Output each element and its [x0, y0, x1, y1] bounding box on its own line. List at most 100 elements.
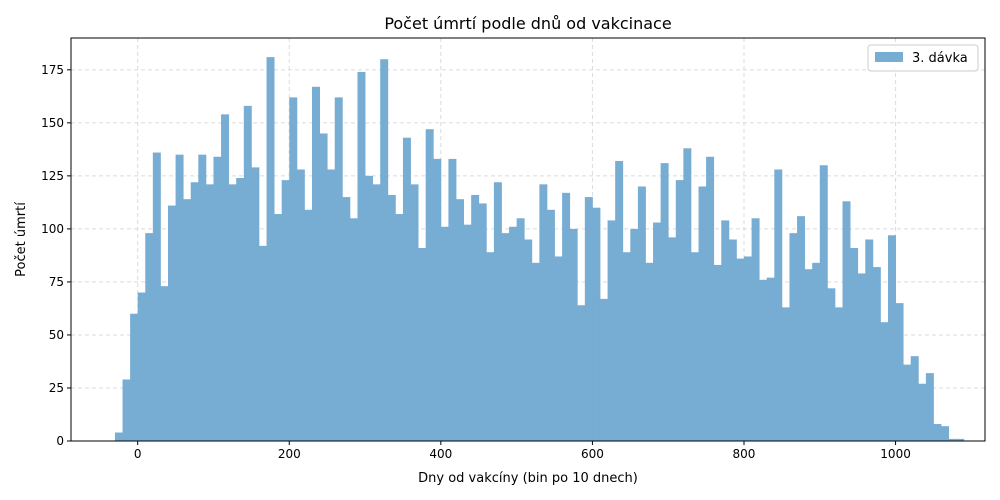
bar: [630, 228, 639, 441]
bar: [865, 239, 874, 441]
bar: [251, 167, 260, 441]
bar: [660, 163, 669, 442]
bar: [736, 258, 745, 441]
bar: [774, 169, 783, 442]
legend: 3. dávka: [867, 44, 979, 72]
bar: [486, 252, 495, 441]
bar: [114, 432, 123, 441]
y-tick-label: 75: [49, 275, 64, 289]
bar: [690, 252, 699, 441]
legend-swatch: [875, 52, 903, 62]
bar: [721, 220, 730, 441]
bar: [880, 322, 889, 441]
bar: [812, 262, 821, 441]
legend-label: 3. dávka: [912, 51, 968, 66]
bar: [463, 224, 472, 441]
bar: [910, 356, 919, 441]
bar: [213, 156, 222, 442]
bar: [599, 298, 608, 441]
y-tick-label: 175: [41, 63, 64, 77]
x-tick-label: 1000: [880, 447, 911, 461]
bar: [433, 158, 442, 441]
bar: [759, 279, 768, 441]
bar: [456, 199, 464, 441]
bar: [546, 209, 555, 441]
bar: [274, 214, 283, 441]
bar: [797, 216, 806, 441]
bar: [221, 114, 230, 441]
bar: [319, 133, 328, 441]
x-tick-label: 800: [733, 447, 756, 461]
bar: [887, 235, 896, 441]
bar: [781, 307, 790, 441]
bar: [289, 97, 298, 442]
bar: [842, 201, 851, 441]
bar: [122, 379, 131, 441]
bar: [478, 203, 487, 441]
bar: [304, 209, 313, 441]
bars: [114, 57, 965, 442]
bar: [751, 218, 760, 441]
bar: [425, 129, 434, 441]
y-tick-label: 100: [41, 222, 64, 236]
bar: [834, 307, 843, 441]
plot-frame: [70, 37, 986, 442]
y-axis: 0 25 50 75 100 125 150 175: [41, 63, 71, 448]
bar: [190, 182, 199, 442]
bar: [622, 252, 631, 441]
bar: [296, 169, 305, 442]
bar: [357, 71, 366, 442]
y-axis-label: Počet úmrtí: [14, 202, 29, 277]
chart-title: Počet úmrtí podle dnů od vakcinace: [384, 14, 671, 33]
bar: [554, 256, 563, 441]
y-tick-label: 125: [41, 169, 64, 183]
x-axis: 0 200 400 600 800 1000: [134, 441, 911, 461]
bar: [516, 218, 525, 441]
bar: [410, 184, 419, 441]
bar: [683, 148, 692, 441]
bar: [372, 184, 381, 441]
bar: [175, 154, 184, 441]
bar: [827, 288, 836, 441]
bar: [243, 105, 252, 441]
bar: [713, 264, 722, 441]
y-tick-label: 50: [49, 328, 64, 342]
bar: [236, 177, 245, 441]
bar: [850, 247, 859, 441]
bar: [653, 222, 662, 441]
bar: [349, 218, 358, 441]
bar: [531, 262, 540, 441]
x-tick-label: 400: [429, 447, 452, 461]
y-tick-label: 25: [49, 381, 64, 395]
bar: [766, 277, 775, 441]
bar: [743, 256, 752, 441]
bar: [569, 228, 578, 441]
bar: [948, 438, 957, 441]
bar: [205, 184, 214, 441]
bar: [183, 199, 192, 441]
x-tick-label: 200: [278, 447, 301, 461]
bar: [637, 186, 646, 441]
bar: [706, 156, 715, 442]
bar: [493, 182, 502, 442]
bar: [804, 269, 813, 441]
bar: [857, 273, 866, 441]
bar: [925, 373, 934, 441]
bar: [789, 233, 798, 441]
bar: [387, 194, 396, 441]
bar: [440, 226, 449, 441]
bar: [365, 175, 374, 442]
bar: [342, 197, 351, 441]
bar: [698, 186, 707, 441]
bar: [941, 426, 950, 441]
bar: [509, 226, 518, 441]
bar: [562, 192, 571, 441]
bar: [145, 233, 154, 441]
bar: [615, 161, 624, 441]
bar: [675, 180, 684, 441]
bar: [819, 165, 828, 441]
bar: [577, 305, 586, 441]
bar: [501, 233, 510, 441]
bar: [956, 438, 965, 441]
bar: [607, 220, 616, 441]
